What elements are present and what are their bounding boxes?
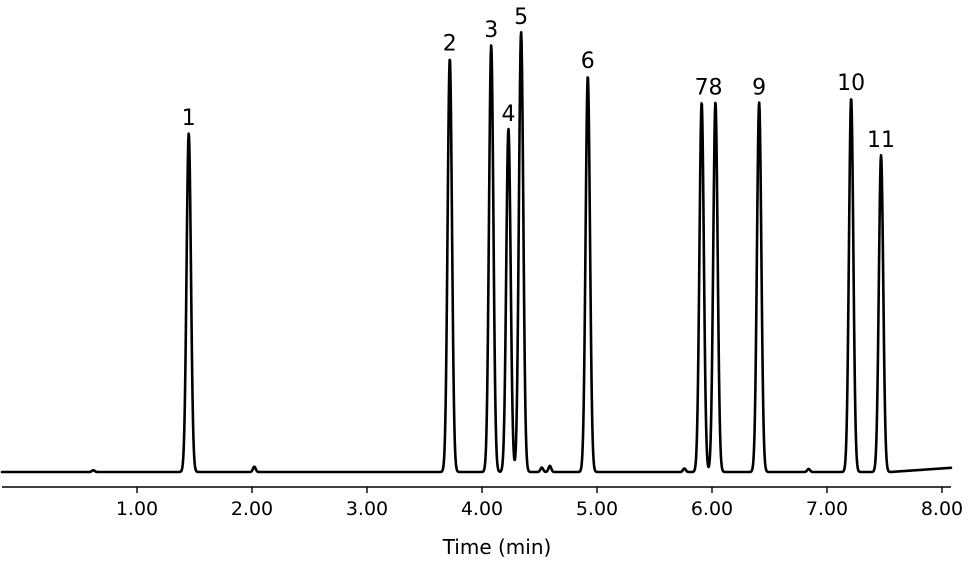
peak-label: 6 [581,49,595,74]
peak-label: 9 [752,75,766,100]
chromatogram-trace [0,31,953,474]
x-tick-label: 6.00 [691,498,733,520]
peak-labels: 1 2 3 4 5 6 7 8 9 10 11 [182,5,895,153]
peak-label: 5 [514,5,528,30]
peak-label: 11 [867,128,895,153]
x-tick-label: 4.00 [461,498,503,520]
x-tick-label: 1.00 [116,498,158,520]
peak-label: 8 [708,75,722,100]
x-axis-ticks: 1.00 2.00 3.00 4.00 5.00 6.00 7.00 8.00 [116,487,963,520]
peak-label: 2 [443,31,457,56]
x-tick-label: 2.00 [231,498,273,520]
x-tick-label: 8.00 [921,498,963,520]
x-axis-title: Time (min) [442,535,552,559]
peak-label: 3 [484,18,498,43]
peak-label: 4 [501,102,515,127]
peak-label: 10 [837,71,865,96]
x-tick-label: 7.00 [806,498,848,520]
peak-label: 1 [182,106,196,131]
peak-label: 7 [695,75,709,100]
x-tick-label: 3.00 [346,498,388,520]
x-tick-label: 5.00 [576,498,618,520]
